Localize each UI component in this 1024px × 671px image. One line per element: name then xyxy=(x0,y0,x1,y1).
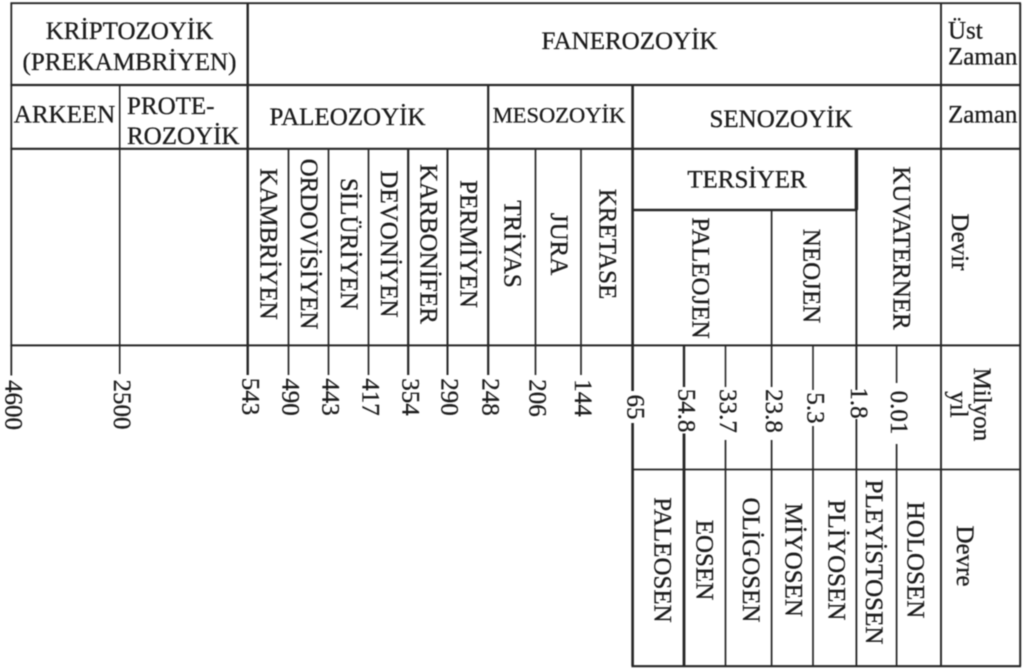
svg-text:290: 290 xyxy=(436,378,463,416)
svg-text:DEVONİYEN: DEVONİYEN xyxy=(375,170,402,317)
svg-text:543: 543 xyxy=(236,378,263,416)
svg-text:248: 248 xyxy=(476,378,503,416)
svg-text:0.01: 0.01 xyxy=(885,391,912,435)
svg-text:65: 65 xyxy=(621,395,648,420)
svg-text:FANEROZOYİK: FANEROZOYİK xyxy=(542,28,718,55)
svg-text:EOSEN: EOSEN xyxy=(691,520,718,601)
svg-text:4600: 4600 xyxy=(0,380,27,430)
svg-text:(PREKAMBRİYEN): (PREKAMBRİYEN) xyxy=(23,49,237,76)
svg-text:54.8: 54.8 xyxy=(673,389,700,433)
svg-text:Milyon: Milyon xyxy=(968,368,995,442)
svg-text:23.8: 23.8 xyxy=(760,389,787,433)
svg-text:MESOZOYİK: MESOZOYİK xyxy=(493,103,626,128)
svg-text:490: 490 xyxy=(277,378,304,416)
svg-text:KRETASE: KRETASE xyxy=(594,189,621,300)
svg-text:KARBONİFER: KARBONİFER xyxy=(415,164,442,324)
svg-text:ARKEEN: ARKEEN xyxy=(14,102,115,129)
svg-text:1.8: 1.8 xyxy=(845,387,872,418)
svg-text:33.7: 33.7 xyxy=(714,389,741,433)
svg-text:HOLOSEN: HOLOSEN xyxy=(902,502,929,619)
svg-text:2500: 2500 xyxy=(108,380,135,430)
svg-text:PALEOZOYİK: PALEOZOYİK xyxy=(269,104,425,131)
svg-text:PALEOSEN: PALEOSEN xyxy=(649,497,676,623)
svg-text:JURA: JURA xyxy=(545,213,572,276)
svg-text:PLEYİSTOSEN: PLEYİSTOSEN xyxy=(860,480,887,645)
svg-text:417: 417 xyxy=(357,378,384,416)
svg-text:Devir: Devir xyxy=(946,214,973,272)
svg-text:KAMBRİYEN: KAMBRİYEN xyxy=(255,168,282,319)
svg-text:5.3: 5.3 xyxy=(802,392,829,423)
svg-text:Zaman: Zaman xyxy=(948,102,1018,129)
svg-text:Zaman: Zaman xyxy=(948,44,1018,71)
svg-text:ROZOYİK: ROZOYİK xyxy=(127,123,240,150)
svg-text:TERSİYER: TERSİYER xyxy=(687,167,807,194)
svg-text:144: 144 xyxy=(569,379,596,417)
svg-text:KUVATERNER: KUVATERNER xyxy=(888,166,915,330)
svg-text:SİLÜRİYEN: SİLÜRİYEN xyxy=(335,178,362,310)
svg-text:PERMİYEN: PERMİYEN xyxy=(455,180,482,308)
svg-text:OLİGOSEN: OLİGOSEN xyxy=(737,498,764,623)
svg-text:PLİYOSEN: PLİYOSEN xyxy=(823,500,850,621)
svg-text:PALEOJEN: PALEOJEN xyxy=(687,217,714,338)
svg-text:PROTE-: PROTE- xyxy=(127,93,215,120)
svg-text:Devre: Devre xyxy=(951,525,978,586)
svg-text:yıl: yıl xyxy=(945,391,972,417)
svg-text:MİYOSEN: MİYOSEN xyxy=(780,503,807,617)
svg-text:354: 354 xyxy=(396,378,423,416)
svg-text:TRİYAS: TRİYAS xyxy=(499,200,526,288)
svg-text:Üst: Üst xyxy=(948,18,983,45)
svg-text:KRİPTOZOYİK: KRİPTOZOYİK xyxy=(46,18,214,45)
svg-text:ORDOVİSİYEN: ORDOVİSİYEN xyxy=(295,159,322,330)
svg-text:443: 443 xyxy=(317,378,344,416)
svg-text:206: 206 xyxy=(524,379,551,417)
svg-text:SENOZOYİK: SENOZOYİK xyxy=(709,106,852,133)
svg-text:NEOJEN: NEOJEN xyxy=(798,229,825,323)
